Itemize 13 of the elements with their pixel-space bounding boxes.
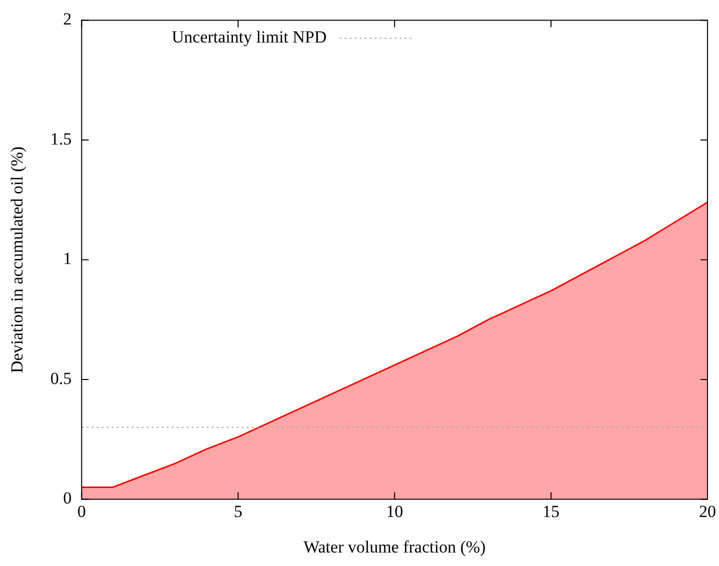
y-tick-label: 1.5 — [50, 129, 72, 148]
x-tick-label: 5 — [234, 502, 242, 521]
y-tick-label: 1 — [63, 249, 72, 268]
x-axis-title: Water volume fraction (%) — [303, 537, 486, 556]
legend-label: Uncertainty limit NPD — [172, 28, 327, 47]
y-tick-label: 0.5 — [50, 368, 72, 388]
y-axis-title: Deviation in accumulated oil (%) — [8, 146, 27, 373]
x-tick-label: 10 — [386, 502, 404, 521]
y-tick-label: 2 — [63, 10, 72, 29]
y-tick-label: 0 — [63, 488, 72, 508]
x-tick-label: 20 — [699, 502, 716, 521]
x-tick-label: 0 — [77, 502, 86, 521]
x-tick-label: 15 — [542, 502, 560, 521]
